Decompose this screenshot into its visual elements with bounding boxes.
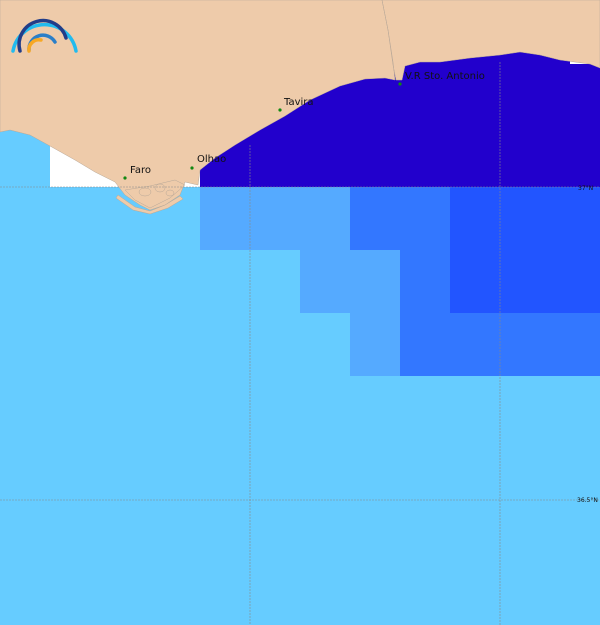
lat-label-37: 37°N <box>578 185 593 192</box>
city-label-olhao: Olhao <box>197 154 226 165</box>
city-label-vrsa: V.R Sto. Antonio <box>405 71 485 82</box>
land <box>0 0 600 211</box>
city-markers <box>123 82 402 180</box>
sea-cell <box>200 187 350 250</box>
sea-cell <box>300 250 400 313</box>
lagoon-islands <box>115 179 186 215</box>
graticule <box>0 62 600 625</box>
lat-label-36-5: 36.5°N <box>577 497 598 504</box>
sea-cell <box>350 313 400 376</box>
city-marker-faro <box>123 176 127 180</box>
sea-cell <box>350 187 450 250</box>
city-label-faro: Faro <box>130 165 151 176</box>
city-label-tavira: Tavira <box>283 97 314 108</box>
arc-waves-logo <box>11 18 78 53</box>
city-marker-olhao <box>190 166 194 170</box>
city-marker-tavira <box>278 108 282 112</box>
city-marker-vrsa <box>398 82 402 86</box>
sea-cell <box>450 187 600 313</box>
sea-cell <box>400 250 450 313</box>
